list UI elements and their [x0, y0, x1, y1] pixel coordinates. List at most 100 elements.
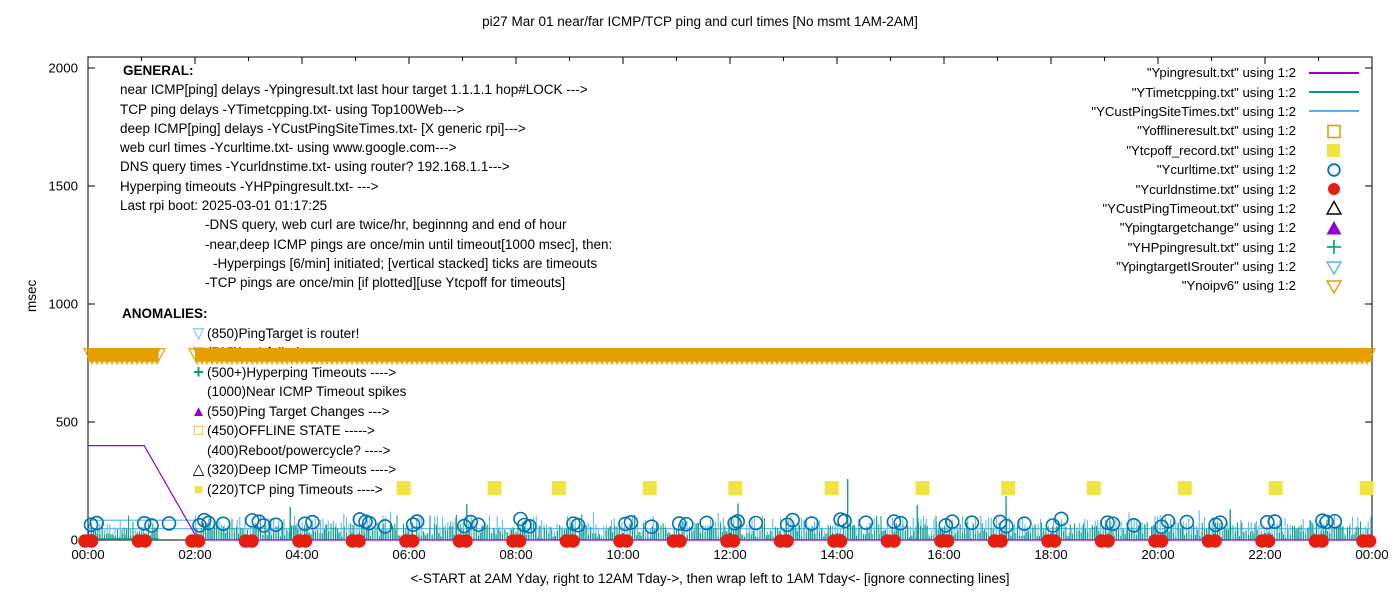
- legend-item: "YCustPingSiteTimes.txt" using 1:2: [1091, 102, 1372, 121]
- svg-text:18:00: 18:00: [1034, 547, 1067, 562]
- svg-text:02:00: 02:00: [178, 547, 211, 562]
- legend-marker-tri-down-open-icon: [1296, 259, 1372, 275]
- general-line: web curl times -Ycurltime.txt- using www…: [120, 140, 457, 156]
- svg-text:2000: 2000: [48, 61, 78, 76]
- legend-marker-tri-up-open-icon: [1296, 200, 1372, 216]
- legend-item-label: "YTimetcpping.txt" using 1:2: [1131, 84, 1296, 100]
- x-axis-label: <-START at 2AM Yday, right to 12AM Tday-…: [410, 571, 1010, 586]
- legend-marker-square-filled-icon: [1296, 142, 1372, 158]
- anomaly-item: △ (320)Deep ICMP Timeouts ---->: [122, 460, 406, 480]
- general-note-line: -TCP pings are once/min [if plotted][use…: [205, 275, 566, 291]
- anomaly-text: (400)Reboot/powercycle? ---->: [207, 442, 391, 458]
- general-line: Hyperping timeouts -YHPpingresult.txt- -…: [120, 178, 379, 194]
- legend-item-label: "Ycurldnstime.txt" using 1:2: [1135, 181, 1296, 197]
- anomaly-item: ▲ (550)Ping Target Changes --->: [122, 402, 406, 422]
- anomaly-text: (550)Ping Target Changes --->: [207, 403, 390, 419]
- legend-item-label: "Ynoipv6" using 1:2: [1181, 278, 1296, 294]
- legend-item: "YTimetcpping.txt" using 1:2: [1091, 82, 1372, 101]
- svg-text:04:00: 04:00: [285, 547, 318, 562]
- series-curldnstime-dots: [78, 534, 1377, 548]
- general-note-line: -DNS query, web curl are twice/hr, begin…: [205, 217, 567, 233]
- legend: "Ypingresult.txt" using 1:2 "YTimetcpping…: [1091, 63, 1372, 296]
- anomaly-item: + (500+)Hyperping Timeouts ---->: [122, 363, 406, 383]
- general-line: TCP ping delays -YTimetcpping.txt- using…: [120, 101, 465, 117]
- legend-item: "Ypingtargetchange" using 1:2: [1091, 218, 1372, 237]
- general-heading: GENERAL:: [123, 63, 194, 78]
- anomalies-block: ANOMALIES: ▽ (850)PingTarget is router! ▽(…: [122, 304, 406, 499]
- anomaly-text: (500+)Hyperping Timeouts ---->: [207, 364, 397, 380]
- legend-item: "Yofflineresult.txt" using 1:2: [1091, 121, 1372, 140]
- legend-item: "YCustPingTimeout.txt" using 1:2: [1091, 199, 1372, 218]
- svg-text:16:00: 16:00: [927, 547, 960, 562]
- legend-item-label: "YHPpingresult.txt" using 1:2: [1127, 239, 1296, 255]
- series-tcpoff-squares: [396, 481, 1374, 496]
- anomaly-marker-tri-up-filled-icon: ▲: [191, 402, 206, 420]
- general-line: near ICMP[ping] delays -Ypingresult.txt …: [120, 82, 588, 98]
- legend-marker-plus-icon: [1296, 239, 1372, 255]
- svg-text:1000: 1000: [48, 297, 78, 312]
- legend-item: "Ynoipv6" using 1:2: [1091, 276, 1372, 295]
- general-line: Last rpi boot: 2025-03-01 01:17:25: [120, 198, 328, 214]
- anomaly-item: (1000)Near ICMP Timeout spikes: [122, 382, 406, 402]
- legend-item: "YpingtargetISrouter" using 1:2: [1091, 257, 1372, 276]
- legend-marker-line-icon: [1296, 65, 1372, 81]
- legend-marker-square-open-icon: [1296, 123, 1372, 139]
- legend-item-label: "YCustPingTimeout.txt" using 1:2: [1102, 200, 1296, 216]
- legend-item-label: "Ypingresult.txt" using 1:2: [1146, 65, 1296, 81]
- legend-item-label: "Ycurltime.txt" using 1:2: [1156, 162, 1296, 178]
- anomaly-text: (320)Deep ICMP Timeouts ---->: [207, 462, 397, 477]
- svg-text:14:00: 14:00: [820, 547, 853, 562]
- legend-marker-tri-down-open-icon: [1296, 278, 1372, 294]
- anomaly-marker-tri-down-open-icon: ▽: [192, 324, 205, 342]
- general-note-line: -near,deep ICMP pings are once/min until…: [205, 236, 613, 252]
- legend-item: "Ytcpoff_record.txt" using 1:2: [1091, 141, 1372, 160]
- anomaly-text: (1000)Near ICMP Timeout spikes: [207, 384, 407, 399]
- legend-item: "Ycurltime.txt" using 1:2: [1091, 160, 1372, 179]
- svg-text:1500: 1500: [48, 179, 78, 194]
- chart-title: pi27 Mar 01 near/far ICMP/TCP ping and c…: [482, 14, 918, 29]
- svg-text:00:00: 00:00: [71, 547, 104, 562]
- series-custpingsitetimes: [88, 510, 1372, 540]
- general-line: deep ICMP[ping] delays -YCustPingSiteTim…: [120, 120, 526, 136]
- anomaly-marker-plus-icon: +: [193, 361, 204, 382]
- anomaly-text: (220)TCP ping Timeouts ---->: [207, 481, 383, 497]
- legend-item-label: "Ypingtargetchange" using 1:2: [1119, 220, 1296, 236]
- series-hpping-spikes: [289, 479, 1231, 540]
- series-curltime-circles: [83, 511, 1343, 535]
- legend-marker-circle-open-icon: [1296, 162, 1372, 178]
- svg-text:0: 0: [71, 533, 78, 548]
- general-info-block: GENERAL: near ICMP[ping] delays -Ypingre…: [120, 61, 612, 293]
- series-timetcpping: [88, 514, 1370, 540]
- anomaly-item: (400)Reboot/powercycle? ---->: [122, 441, 406, 461]
- anomaly-marker-square-open-icon: □: [193, 422, 204, 440]
- svg-text:22:00: 22:00: [1248, 547, 1281, 562]
- anomaly-marker-tri-down-open-icon: ▽: [192, 344, 205, 362]
- anomaly-text: (450)OFFLINE STATE ----->: [207, 423, 375, 438]
- legend-item: "Ypingresult.txt" using 1:2: [1091, 63, 1372, 82]
- anomaly-item: □ (450)OFFLINE STATE ----->: [122, 421, 406, 441]
- svg-text:20:00: 20:00: [1141, 547, 1174, 562]
- legend-marker-line-icon: [1296, 103, 1372, 119]
- svg-text:06:00: 06:00: [392, 547, 425, 562]
- svg-text:08:00: 08:00: [499, 547, 532, 562]
- legend-item: "Ycurldnstime.txt" using 1:2: [1091, 179, 1372, 198]
- svg-text:00:00: 00:00: [1355, 547, 1388, 562]
- anomaly-item: ▽ (850)PingTarget is router!: [122, 324, 406, 344]
- svg-text:10:00: 10:00: [606, 547, 639, 562]
- svg-text:500: 500: [56, 415, 78, 430]
- legend-item-label: "YCustPingSiteTimes.txt" using 1:2: [1091, 103, 1296, 119]
- anomaly-item: ▽ (785)ipv6 failed --->: [122, 343, 406, 363]
- legend-item-label: "Ytcpoff_record.txt" using 1:2: [1126, 142, 1296, 158]
- legend-marker-tri-up-filled-icon: [1296, 220, 1372, 236]
- legend-marker-circle-filled-icon: [1296, 181, 1372, 197]
- general-line: DNS query times -Ycurldnstime.txt- using…: [120, 159, 510, 175]
- anomaly-text: (785)ipv6 failed --->: [207, 345, 325, 360]
- legend-item-label: "Yofflineresult.txt" using 1:2: [1137, 123, 1296, 139]
- legend-item: "YHPpingresult.txt" using 1:2: [1091, 238, 1372, 257]
- anomalies-heading: ANOMALIES:: [122, 306, 208, 321]
- anomaly-marker-tri-up-open-icon: △: [192, 461, 205, 479]
- anomaly-item: ■ (220)TCP ping Timeouts ---->: [122, 480, 406, 500]
- legend-marker-line-icon: [1296, 84, 1372, 100]
- general-note-line: -Hyperpings [6/min] initiated; [vertical…: [213, 255, 598, 271]
